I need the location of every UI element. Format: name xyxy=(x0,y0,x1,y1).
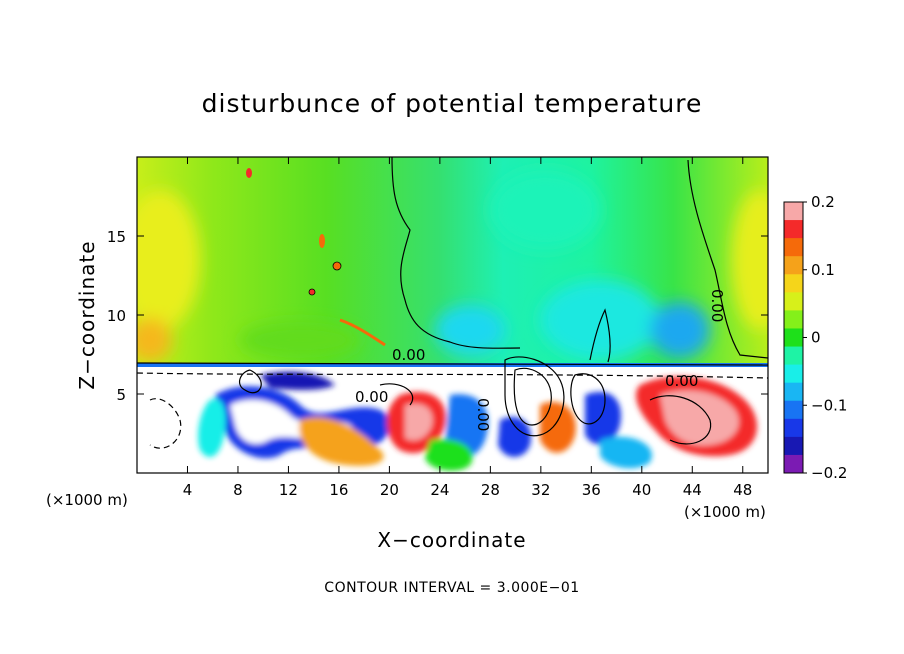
colorbar-swatch xyxy=(784,364,803,384)
colorbar-tick-label: 0.1 xyxy=(811,261,835,279)
contour-label: 0.00 xyxy=(708,289,726,322)
x-tick-label: 20 xyxy=(380,481,399,499)
x-unit-label-right: (×1000 m) xyxy=(684,503,766,521)
x-tick-label: 40 xyxy=(632,481,651,499)
x-tick-label: 28 xyxy=(481,481,500,499)
y-tick-label: 5 xyxy=(116,386,126,404)
contour-label: 0.00 xyxy=(392,346,425,364)
colorbar-swatch xyxy=(784,382,803,402)
x-tick-label: 12 xyxy=(279,481,298,499)
x-tick-label: 48 xyxy=(733,481,752,499)
colorbar-swatch xyxy=(784,238,803,257)
contour-label: 0.00 xyxy=(355,388,388,406)
x-unit-label-left: (×1000 m) xyxy=(46,491,128,509)
colorbar-tick-label: −0.2 xyxy=(811,464,847,482)
colorbar-tick-label: 0 xyxy=(811,329,821,347)
colorbar-swatch xyxy=(784,418,803,438)
colorbar-swatch xyxy=(784,274,803,293)
colorbar-swatch xyxy=(784,292,803,311)
y-tick-label: 10 xyxy=(107,307,126,325)
colorbar-swatch xyxy=(784,328,803,348)
contour-label: 0.00 xyxy=(665,372,698,390)
contour-label: 0.00 xyxy=(474,398,492,431)
colorbar-swatch xyxy=(784,400,803,420)
x-tick-label: 32 xyxy=(531,481,550,499)
colorbar-swatch xyxy=(784,256,803,275)
x-tick-label: 44 xyxy=(683,481,702,499)
chart-title: disturbunce of potential temperature xyxy=(202,89,703,118)
x-tick-label: 8 xyxy=(233,481,243,499)
colorbar-swatch xyxy=(784,220,803,239)
x-tick-label: 24 xyxy=(430,481,449,499)
x-axis: 4 8 12 16 20 24 28 32 36 40 44 48 xyxy=(183,157,752,499)
colorbar-tick-label: −0.1 xyxy=(811,396,847,414)
colorbar-swatch xyxy=(784,346,803,366)
colorbar-swatch xyxy=(784,436,803,456)
upper-spots xyxy=(246,168,386,347)
colorbar: 0.2 0.1 0 −0.1 −0.2 xyxy=(783,193,847,482)
colorbar-swatch xyxy=(784,310,803,329)
x-tick-label: 16 xyxy=(329,481,348,499)
y-axis-title: Z−coordinate xyxy=(75,240,99,389)
y-tick-label: 15 xyxy=(107,228,126,246)
colorbar-swatch xyxy=(784,202,803,221)
x-tick-label: 4 xyxy=(183,481,193,499)
x-tick-label: 36 xyxy=(582,481,601,499)
inversion-band xyxy=(137,363,768,367)
contour-interval-note: CONTOUR INTERVAL = 3.000E−01 xyxy=(324,580,579,596)
colorbar-tick-label: 0.2 xyxy=(811,193,835,211)
heatmap-field: 0.00 0.00 0.00 0.00 0.00 xyxy=(137,157,768,473)
contour-lines xyxy=(137,157,768,449)
x-axis-title: X−coordinate xyxy=(377,528,526,552)
colorbar-swatch xyxy=(784,454,803,474)
y-axis: 5 10 15 xyxy=(107,228,768,404)
